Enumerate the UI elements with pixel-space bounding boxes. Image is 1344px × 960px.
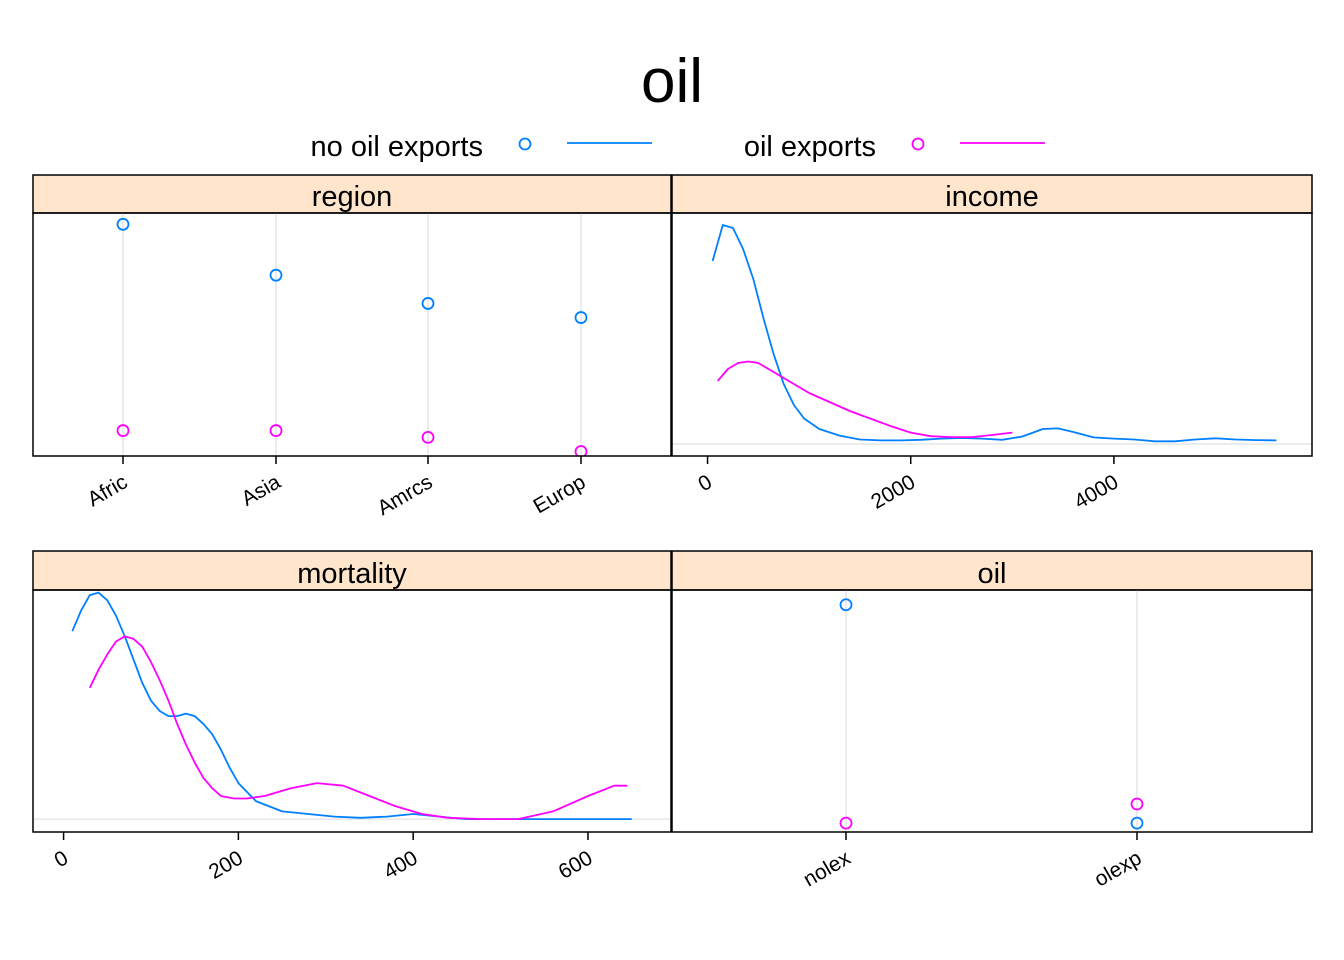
panel-strip [32, 174, 672, 214]
data-point [1130, 816, 1144, 830]
density-line [717, 360, 1013, 439]
plot-area [672, 224, 1312, 445]
legend: no oil exports oil exports [311, 131, 1045, 163]
panel-mortality: mortality 0 200 400 600 [32, 550, 672, 884]
density-line [88, 635, 628, 820]
plot-area [839, 590, 1144, 832]
data-point [574, 445, 588, 456]
plot-area [33, 591, 671, 820]
legend-item: oil exports [744, 131, 1045, 163]
panel-strip-label: oil [977, 558, 1006, 590]
panel-strip [32, 550, 672, 591]
density-line [71, 591, 632, 820]
data-point [116, 217, 130, 231]
x-tick-label: 0 [50, 846, 72, 872]
data-point [116, 424, 130, 437]
data-point [839, 598, 853, 612]
panel-region: region Afric Asia Amrcs Europ [32, 174, 672, 520]
panel-strip-label: mortality [297, 558, 407, 590]
x-tick-label: 0 [694, 470, 716, 496]
data-point [839, 816, 853, 830]
data-point [269, 424, 283, 437]
x-tick-label: 200 [205, 846, 247, 883]
x-tick-label: Amrcs [373, 470, 436, 520]
legend-label: no oil exports [311, 131, 484, 163]
panel-frame [32, 589, 672, 833]
panel-frame [671, 212, 1313, 457]
x-tick-label: Afric [84, 470, 132, 511]
panel-strip [671, 550, 1313, 591]
data-point [269, 268, 283, 282]
legend-point-symbol [518, 137, 532, 151]
data-point [421, 297, 435, 310]
x-tick-label: Europ [529, 470, 589, 518]
legend-item: no oil exports [311, 131, 652, 163]
data-point [574, 311, 588, 324]
x-tick-label: 4000 [1070, 470, 1122, 513]
panel-strip-label: income [945, 181, 1039, 213]
x-tick-label: olexp [1091, 846, 1146, 891]
data-point [421, 430, 435, 444]
panel-frame [671, 589, 1313, 833]
x-tick-label: 600 [555, 846, 597, 883]
panel-frame [32, 212, 672, 457]
x-tick-label: Asia [238, 470, 285, 511]
panel-income: income 0 2000 4000 [671, 174, 1313, 514]
legend-point-symbol [911, 137, 925, 151]
panel-strip-label: region [312, 181, 393, 213]
chart-title: oil [641, 47, 703, 116]
data-point [1130, 797, 1144, 811]
legend-label: oil exports [744, 131, 876, 163]
x-tick-label: 400 [380, 846, 422, 883]
x-tick-label: nolex [800, 846, 855, 891]
x-tick-label: 2000 [867, 470, 919, 513]
plot-area [116, 213, 588, 456]
panel-oil: oil nolex olexp [671, 550, 1313, 891]
density-line [711, 224, 1277, 443]
